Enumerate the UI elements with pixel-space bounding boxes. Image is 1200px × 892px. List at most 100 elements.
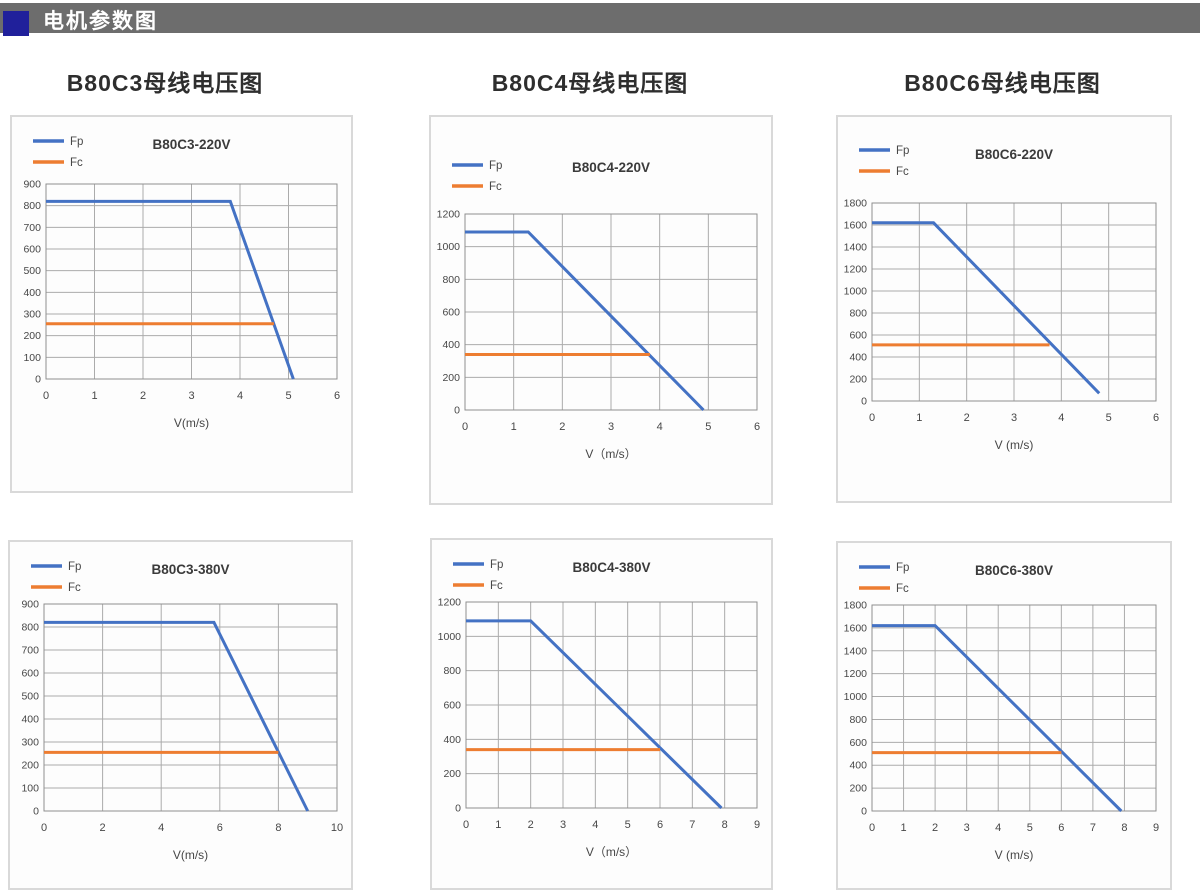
svg-text:0: 0 <box>43 390 49 402</box>
column-title-b80c6: B80C6母线电压图 <box>904 70 1101 96</box>
chart-canvas-b80c6-220v: 0 200 400 600 800 1000 1200 1400 1600 1800 0 1 2 3 4 5 6… <box>844 145 1159 452</box>
svg-text:100: 100 <box>23 352 41 364</box>
chart-canvas-b80c4-380v: 0 200 400 600 800 1000 1200 0 1 2 3 4 5 6 7 8 9 V（m/s） B80… <box>438 559 760 859</box>
svg-text:1200: 1200 <box>844 668 868 680</box>
svg-text:200: 200 <box>442 372 460 384</box>
svg-text:3: 3 <box>964 822 970 834</box>
svg-text:0: 0 <box>869 822 875 834</box>
svg-text:6: 6 <box>1153 412 1159 424</box>
svg-text:Fp: Fp <box>489 160 502 172</box>
svg-text:200: 200 <box>849 783 867 795</box>
svg-text:600: 600 <box>443 700 461 712</box>
svg-text:6: 6 <box>754 421 760 433</box>
svg-text:3: 3 <box>560 819 566 831</box>
svg-text:0: 0 <box>35 374 41 386</box>
svg-text:V(m/s): V(m/s) <box>173 848 208 862</box>
svg-text:5: 5 <box>705 421 711 433</box>
svg-text:4: 4 <box>237 390 243 402</box>
svg-text:1200: 1200 <box>438 597 462 609</box>
svg-text:800: 800 <box>849 714 867 726</box>
svg-text:0: 0 <box>33 806 39 818</box>
svg-text:500: 500 <box>21 691 39 703</box>
svg-text:1400: 1400 <box>844 242 868 254</box>
svg-text:Fp: Fp <box>896 145 909 157</box>
svg-text:B80C6-220V: B80C6-220V <box>975 147 1053 162</box>
svg-text:2: 2 <box>932 822 938 834</box>
svg-text:3: 3 <box>1011 412 1017 424</box>
svg-text:5: 5 <box>1106 412 1112 424</box>
svg-text:1000: 1000 <box>844 691 868 703</box>
svg-text:800: 800 <box>23 200 41 212</box>
svg-text:4: 4 <box>657 421 663 433</box>
svg-text:600: 600 <box>442 307 460 319</box>
chart-panel-b80c6-220v: 0 200 400 600 800 1000 1200 1400 1600 1800 0 1 2 3 4 5 6… <box>836 115 1172 503</box>
svg-text:V（m/s）: V（m/s） <box>586 845 637 859</box>
svg-text:1: 1 <box>91 390 97 402</box>
svg-text:1200: 1200 <box>437 209 461 221</box>
svg-text:1400: 1400 <box>844 645 868 657</box>
svg-text:2: 2 <box>140 390 146 402</box>
svg-text:8: 8 <box>722 819 728 831</box>
svg-text:1: 1 <box>511 421 517 433</box>
chart-canvas-b80c3-380v: 0 100 200 300 400 500 600 700 800 900 0 2 4 6 8 10 V(m/s… <box>21 561 343 862</box>
svg-text:200: 200 <box>443 768 461 780</box>
svg-text:B80C3-380V: B80C3-380V <box>151 562 229 577</box>
svg-text:800: 800 <box>21 622 39 634</box>
svg-text:2: 2 <box>964 412 970 424</box>
svg-text:3: 3 <box>608 421 614 433</box>
svg-text:V (m/s): V (m/s) <box>995 438 1034 452</box>
chart-panel-b80c3-220v: 0 100 200 300 400 500 600 700 800 900 0 1 2 3 4 5 6 V(m/s… <box>10 115 353 493</box>
svg-text:8: 8 <box>275 822 281 834</box>
page-header-bar <box>0 3 1200 36</box>
svg-text:0: 0 <box>454 405 460 417</box>
svg-text:1000: 1000 <box>438 631 462 643</box>
svg-text:400: 400 <box>442 339 460 351</box>
svg-text:2: 2 <box>100 822 106 834</box>
svg-text:6: 6 <box>334 390 340 402</box>
svg-text:1600: 1600 <box>844 622 868 634</box>
svg-text:600: 600 <box>849 737 867 749</box>
svg-text:B80C3-220V: B80C3-220V <box>152 137 230 152</box>
svg-text:200: 200 <box>23 330 41 342</box>
svg-text:Fp: Fp <box>68 561 81 573</box>
chart-canvas-b80c4-220v: 0 200 400 600 800 1000 1200 0 1 2 3 4 5 6 V（m/s） B80C4-… <box>437 160 760 461</box>
svg-text:200: 200 <box>21 760 39 772</box>
svg-text:V (m/s): V (m/s) <box>995 848 1034 862</box>
svg-text:2: 2 <box>559 421 565 433</box>
svg-text:1: 1 <box>900 822 906 834</box>
svg-text:700: 700 <box>23 222 41 234</box>
svg-text:0: 0 <box>455 803 461 815</box>
svg-text:B80C4-380V: B80C4-380V <box>572 560 650 575</box>
svg-text:6: 6 <box>657 819 663 831</box>
svg-text:1: 1 <box>916 412 922 424</box>
svg-text:1000: 1000 <box>844 286 868 298</box>
svg-text:600: 600 <box>21 668 39 680</box>
svg-text:1200: 1200 <box>844 264 868 276</box>
svg-text:9: 9 <box>1153 822 1159 834</box>
svg-text:0: 0 <box>869 412 875 424</box>
svg-text:Fc: Fc <box>489 181 502 193</box>
svg-text:400: 400 <box>21 714 39 726</box>
svg-text:600: 600 <box>23 244 41 256</box>
svg-text:400: 400 <box>23 287 41 299</box>
chart-panel-b80c4-380v: 0 200 400 600 800 1000 1200 0 1 2 3 4 5 6 7 8 9 V（m/s） B80… <box>430 538 773 890</box>
svg-text:4: 4 <box>592 819 598 831</box>
svg-text:1000: 1000 <box>437 241 461 253</box>
svg-text:3: 3 <box>188 390 194 402</box>
svg-text:0: 0 <box>861 396 867 408</box>
chart-canvas-b80c3-220v: 0 100 200 300 400 500 600 700 800 900 0 1 2 3 4 5 6 V(m/s… <box>23 136 340 430</box>
svg-text:900: 900 <box>21 599 39 611</box>
chart-panel-b80c3-380v: 0 100 200 300 400 500 600 700 800 900 0 2 4 6 8 10 V(m/s… <box>8 540 353 890</box>
svg-text:6: 6 <box>217 822 223 834</box>
svg-text:B80C6-380V: B80C6-380V <box>975 563 1053 578</box>
svg-text:4: 4 <box>995 822 1001 834</box>
svg-text:600: 600 <box>849 330 867 342</box>
svg-text:Fp: Fp <box>896 562 909 574</box>
svg-text:B80C4-220V: B80C4-220V <box>572 160 650 175</box>
svg-text:400: 400 <box>443 734 461 746</box>
svg-text:5: 5 <box>285 390 291 402</box>
svg-text:0: 0 <box>41 822 47 834</box>
svg-text:V（m/s）: V（m/s） <box>585 447 636 461</box>
chart-canvas-b80c6-380v: 0 200 400 600 800 1000 1200 1400 1600 1800 0 1 2 3 4 5 6… <box>844 562 1159 862</box>
svg-text:1800: 1800 <box>844 600 868 612</box>
